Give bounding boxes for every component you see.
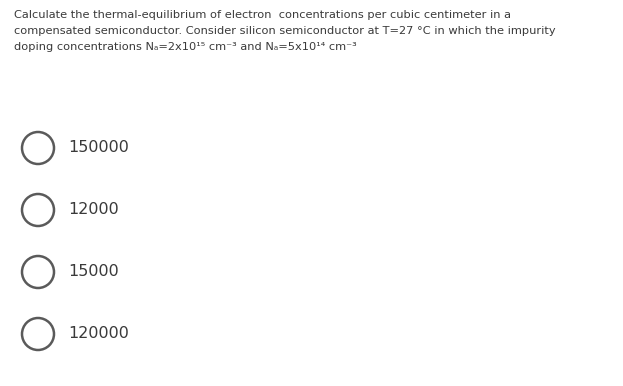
Text: 12000: 12000 (68, 203, 119, 217)
Text: 120000: 120000 (68, 327, 129, 342)
Text: 150000: 150000 (68, 141, 129, 156)
Text: compensated semiconductor. Consider silicon semiconductor at T=27 °C in which th: compensated semiconductor. Consider sili… (14, 26, 556, 36)
Text: 15000: 15000 (68, 264, 119, 279)
Text: doping concentrations Nₐ=2x10¹⁵ cm⁻³ and Nₐ=5x10¹⁴ cm⁻³: doping concentrations Nₐ=2x10¹⁵ cm⁻³ and… (14, 42, 357, 52)
Text: Calculate the thermal-equilibrium of electron  concentrations per cubic centimet: Calculate the thermal-equilibrium of ele… (14, 10, 511, 20)
